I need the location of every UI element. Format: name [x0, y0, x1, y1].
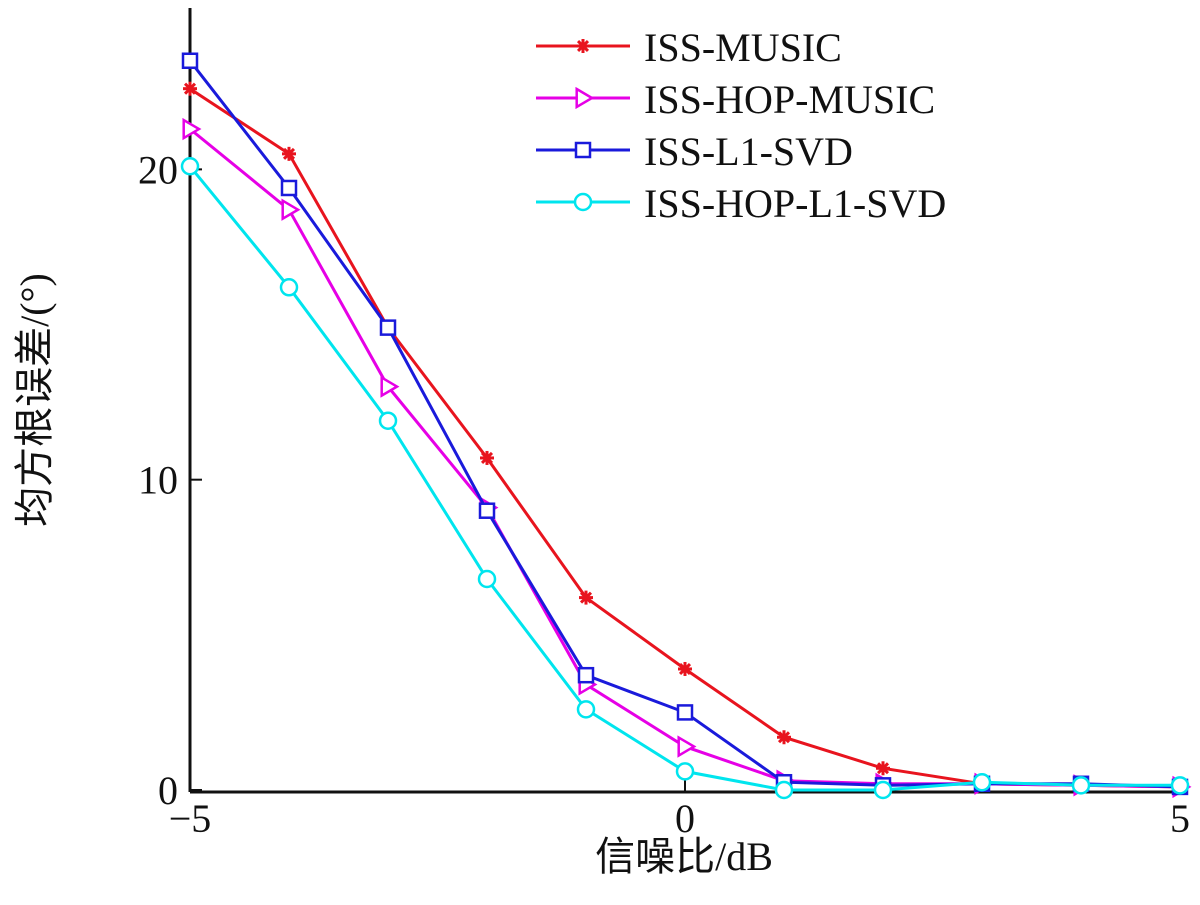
- data-point: [1071, 776, 1091, 795]
- data-point: [477, 569, 497, 589]
- legend: ISS-MUSIC ISS-HOP-MUSIC ISS-L1-SVD ISS-HOP-…: [536, 25, 946, 226]
- data-point: [378, 411, 398, 430]
- legend-label: ISS-L1-SVD: [644, 129, 853, 174]
- data-point: [972, 772, 992, 792]
- data-point: [181, 52, 199, 70]
- data-point: [379, 319, 397, 336]
- series-line: [189, 127, 1181, 789]
- data-point: [480, 450, 494, 465]
- data-point: [576, 700, 596, 719]
- x-tick-label: 5: [1170, 796, 1190, 841]
- x-axis-label: 信噪比/dB: [595, 834, 773, 879]
- legend-item-iss-music: ISS-MUSIC: [536, 25, 842, 70]
- data-point: [180, 157, 200, 176]
- y-tick-label: 10: [138, 458, 178, 503]
- data-point: [279, 278, 299, 297]
- data-point: [380, 375, 400, 398]
- legend-label: ISS-MUSIC: [644, 25, 842, 70]
- legend-marker: [576, 39, 590, 53]
- data-point: [281, 198, 301, 221]
- y-axis-label: 均方根误差/(°): [12, 273, 57, 527]
- data-point: [577, 666, 595, 684]
- legend-item-iss-hop-music: ISS-HOP-MUSIC: [536, 77, 935, 122]
- legend-label: ISS-HOP-MUSIC: [644, 77, 935, 122]
- data-point: [675, 762, 695, 781]
- data-point: [873, 780, 893, 800]
- data-point: [677, 735, 697, 758]
- legend-item-iss-l1-svd: ISS-L1-SVD: [536, 129, 853, 174]
- data-point: [280, 179, 298, 197]
- data-point: [774, 780, 794, 800]
- data-point: [777, 730, 791, 745]
- legend-item-iss-hop-l1-svd: ISS-HOP-L1-SVD: [536, 181, 946, 226]
- data-point: [678, 661, 692, 676]
- data-point: [183, 81, 197, 96]
- legend-marker: [575, 86, 595, 110]
- data-point: [182, 117, 202, 141]
- data-point: [876, 761, 890, 776]
- series-group: [180, 52, 1192, 800]
- y-tick-label: 0: [158, 768, 178, 813]
- x-tick-label: 0: [675, 796, 695, 841]
- data-point: [676, 704, 694, 721]
- data-point: [282, 146, 296, 161]
- legend-marker: [574, 141, 592, 159]
- series-iss-hop-l1-svd: [180, 157, 1190, 800]
- legend-marker: [573, 192, 593, 212]
- x-tick-label: −5: [169, 796, 212, 841]
- legend-label: ISS-HOP-L1-SVD: [644, 181, 946, 226]
- data-point: [579, 590, 593, 605]
- data-point: [478, 502, 496, 519]
- data-point: [1170, 776, 1190, 795]
- y-tick-label: 20: [138, 147, 178, 192]
